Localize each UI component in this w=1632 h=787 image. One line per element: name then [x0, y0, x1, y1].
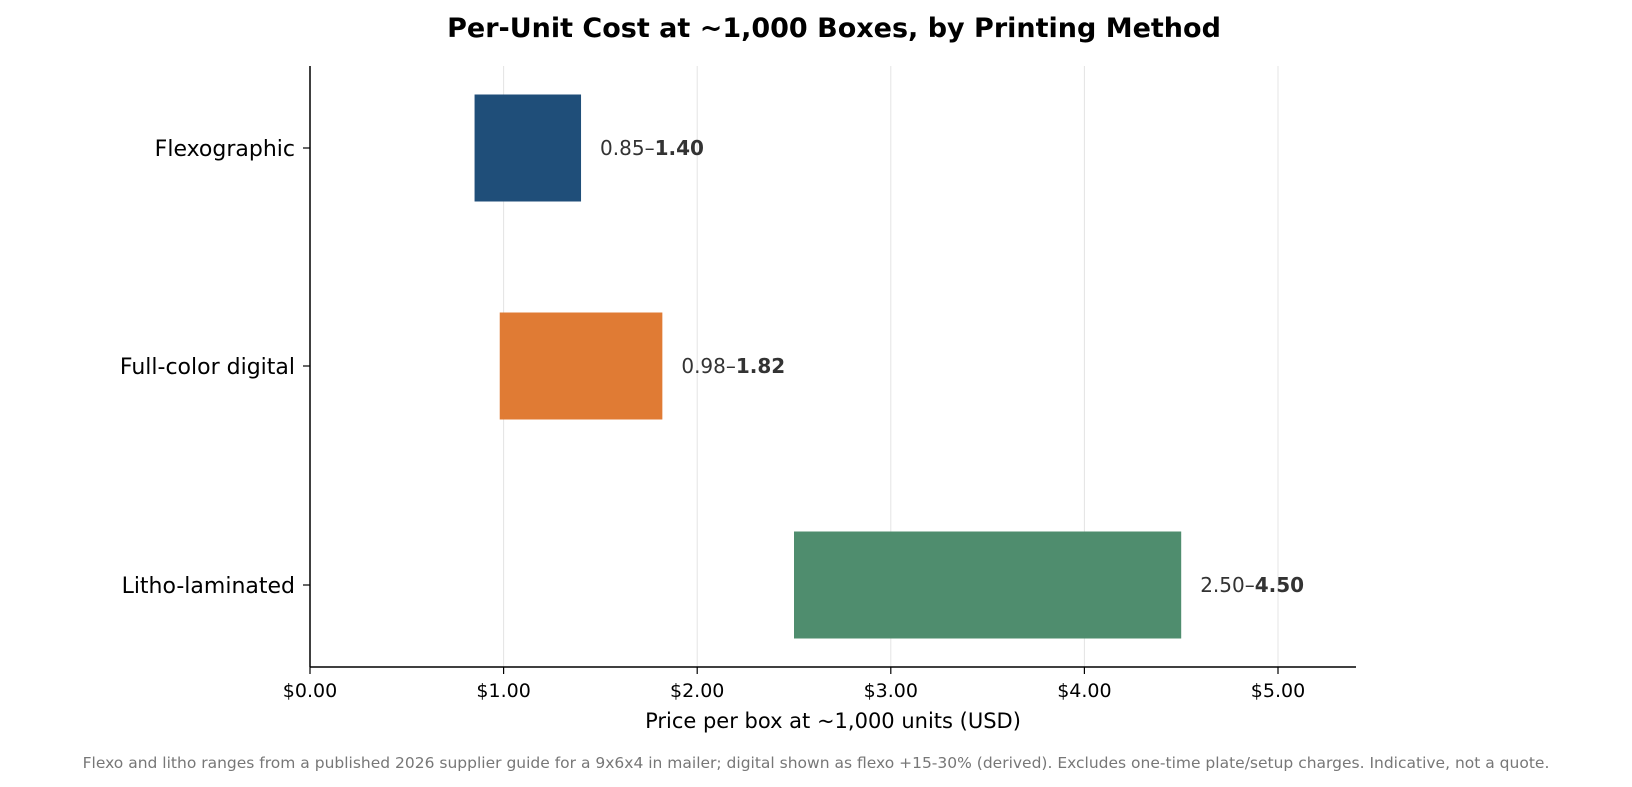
bar-flexographic — [474, 94, 582, 202]
x-axis-label: Price per box at ~1,000 units (USD) — [645, 709, 1021, 733]
x-tick-label-3: $3.00 — [864, 680, 918, 702]
category-label-2: Litho-laminated — [122, 574, 295, 599]
data-label-1: 0.98–1.82 — [681, 354, 785, 378]
data-label-2: 2.50–4.50 — [1200, 573, 1304, 597]
x-tick-label-1: $1.00 — [476, 680, 530, 702]
x-tick-label-4: $4.00 — [1057, 680, 1111, 702]
bar-litho-laminated — [794, 531, 1182, 639]
footnote: Flexo and litho ranges from a published … — [83, 754, 1550, 772]
category-label-1: Full-color digital — [120, 355, 295, 380]
data-label-low: 0.98– — [681, 354, 736, 378]
chart-title: Per-Unit Cost at ~1,000 Boxes, by Printi… — [447, 13, 1221, 44]
x-tick-label-5: $5.00 — [1251, 680, 1305, 702]
x-tick-label-0: $0.00 — [283, 680, 337, 702]
data-label-high: 1.40 — [655, 136, 704, 160]
data-label-high: 4.50 — [1255, 573, 1304, 597]
data-label-low: 2.50– — [1200, 573, 1255, 597]
bars — [474, 94, 1182, 639]
category-label-0: Flexographic — [155, 137, 295, 162]
bar-full-color-digital — [499, 312, 663, 420]
data-labels: 0.85–1.40 0.98–1.82 2.50–4.50 — [600, 136, 1304, 597]
y-axis-categories: Flexographic Full-color digital Litho-lami… — [120, 137, 310, 599]
data-label-high: 1.82 — [736, 354, 785, 378]
data-label-0: 0.85–1.40 — [600, 136, 704, 160]
x-axis-ticks: $0.00 $1.00 $2.00 $3.00 $4.00 $5.00 — [283, 667, 1305, 702]
data-label-low: 0.85– — [600, 136, 655, 160]
x-tick-label-2: $2.00 — [670, 680, 724, 702]
